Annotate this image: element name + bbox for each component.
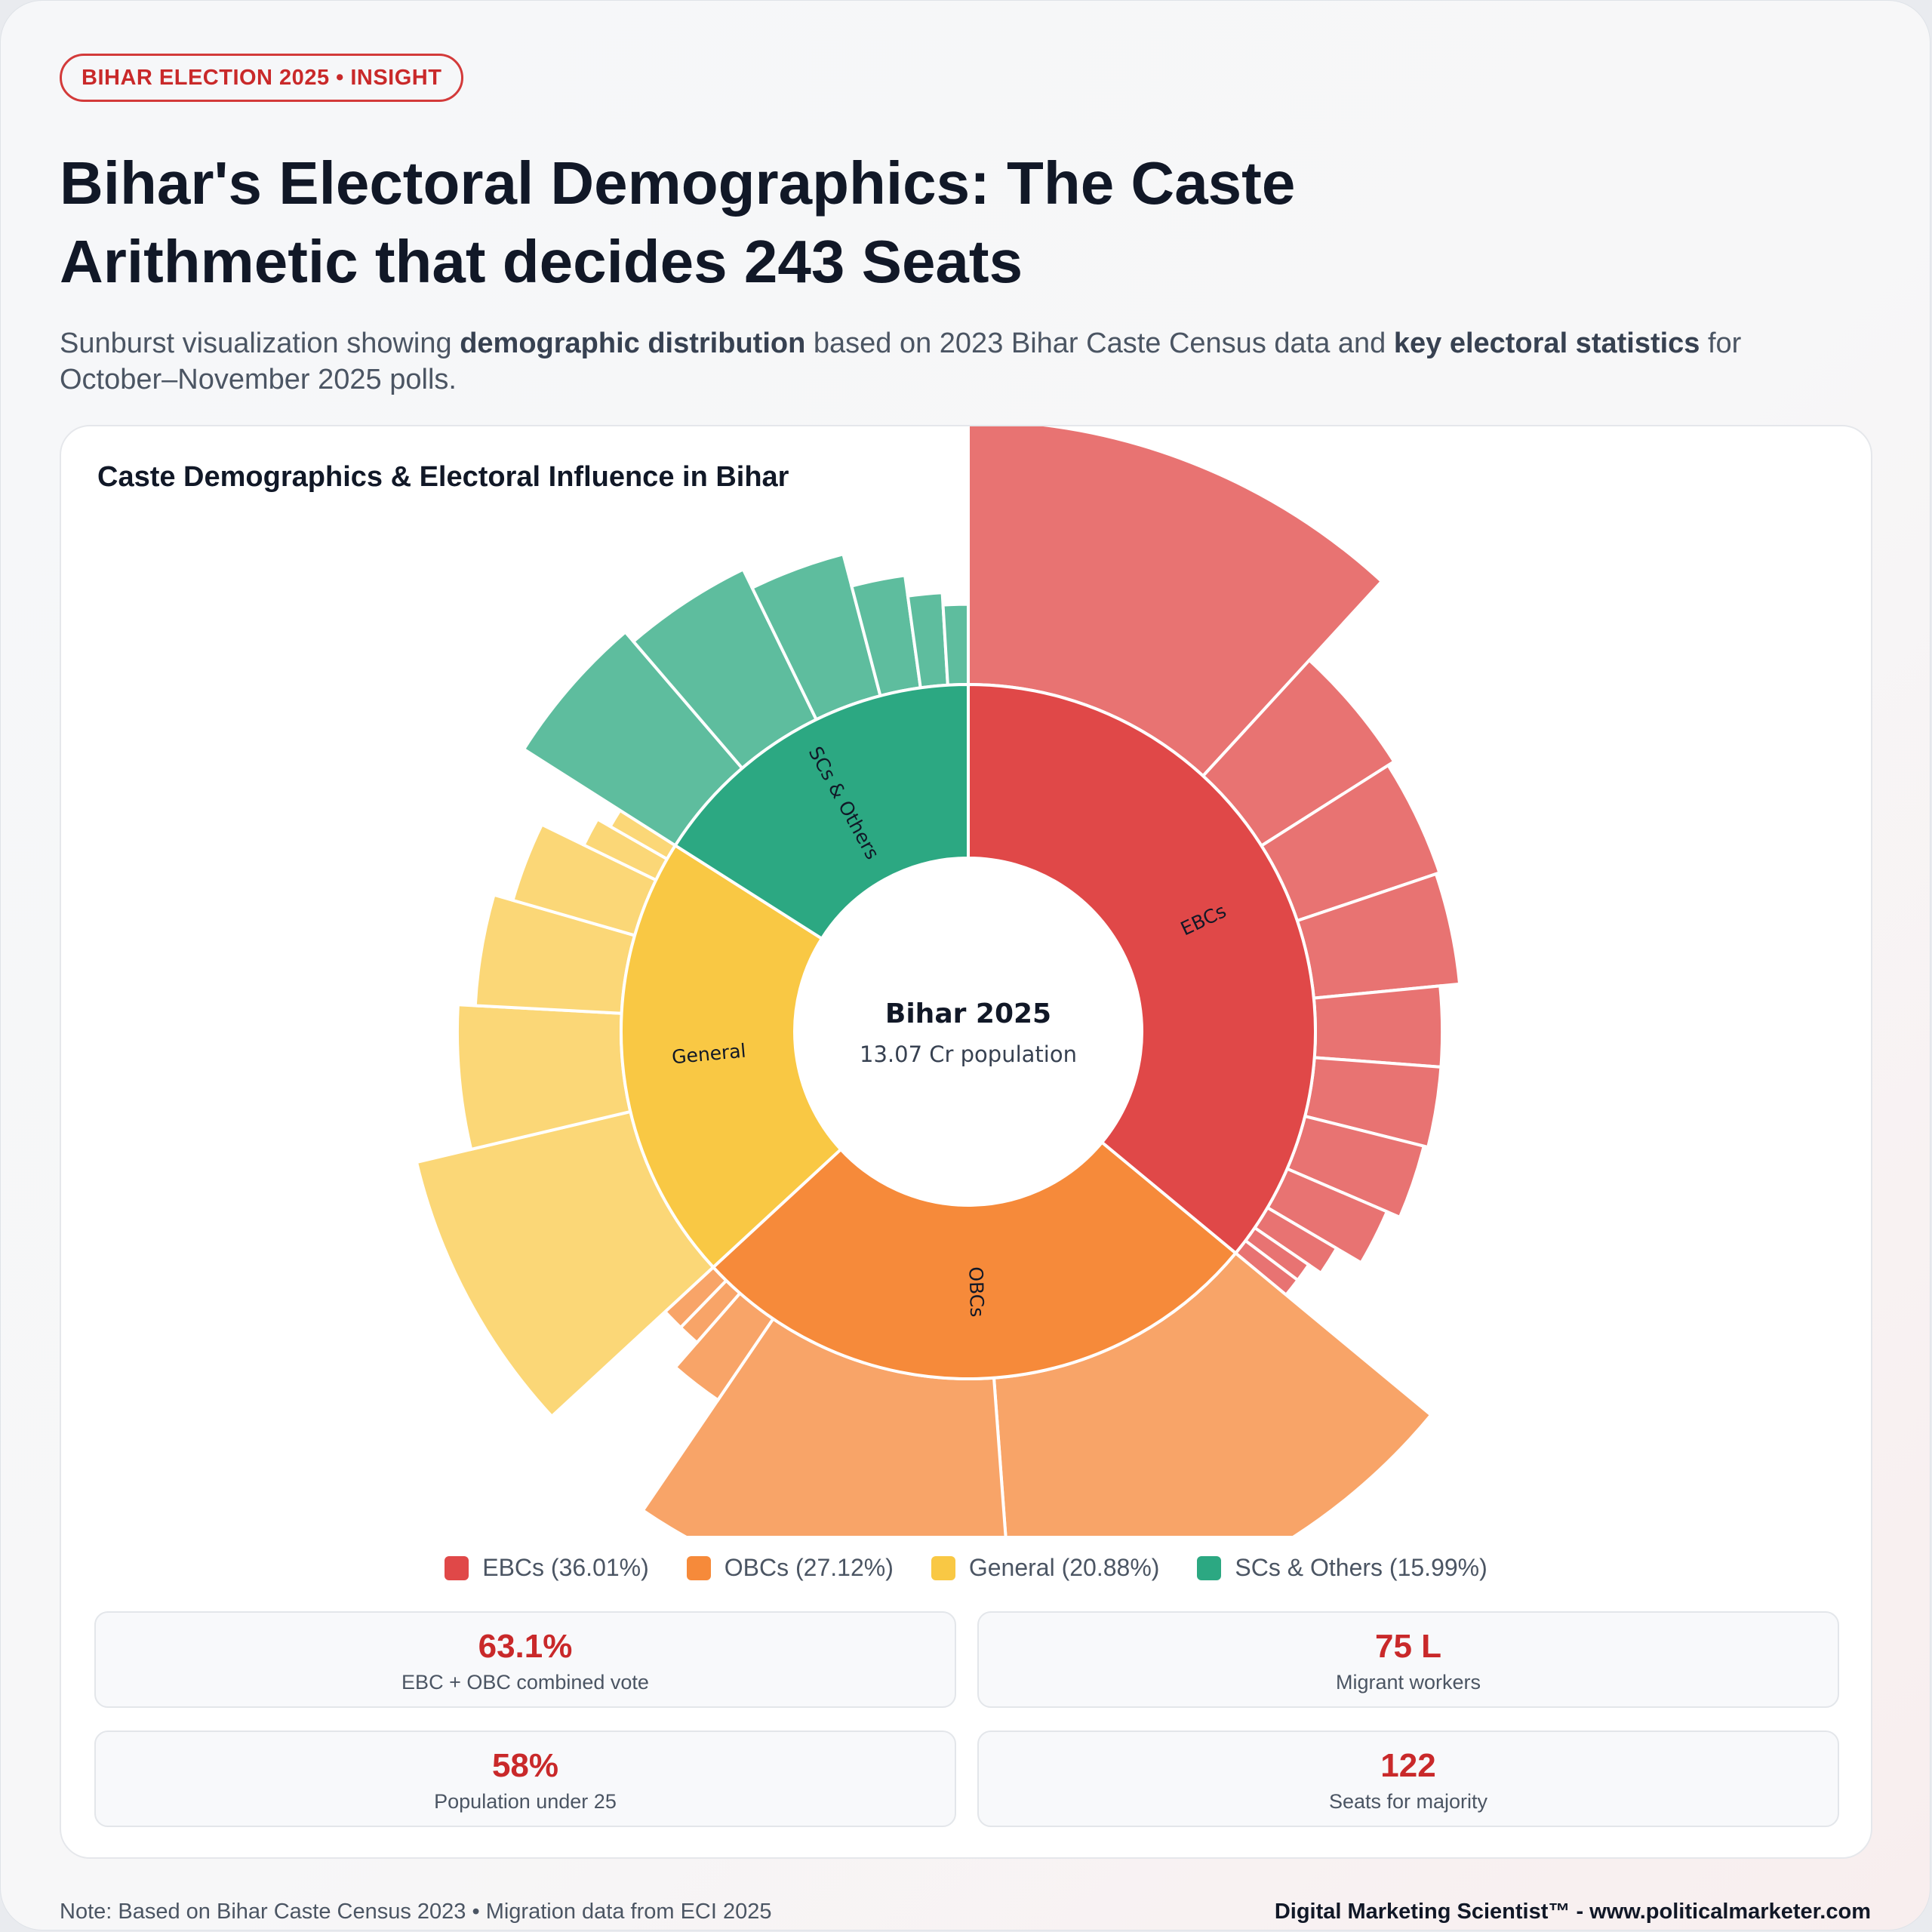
sunburst-segment-scs-others [673, 682, 970, 941]
sunburst-sub-segment-ebcs-5 [1312, 984, 1444, 1069]
stat-label: Migrant workers [1335, 1671, 1481, 1694]
legend-label: EBCs (36.01%) [482, 1554, 649, 1581]
subtitle-text-2: based on 2023 Bihar Caste Census data an… [805, 328, 1394, 359]
stat-label: EBC + OBC combined vote [401, 1671, 649, 1694]
stat-value: 75 L [1374, 1628, 1442, 1665]
stat-value: 122 [1380, 1747, 1436, 1784]
sunburst-label-obcs: OBCs [964, 1266, 988, 1318]
stat-label: Population under 25 [434, 1790, 617, 1813]
subtitle-text-1: Sunburst visualization showing [60, 328, 460, 359]
legend-swatch [1197, 1555, 1222, 1580]
legend-item-scs-others: SCs & Others (15.99%) [1197, 1554, 1487, 1582]
stat-value: 58% [491, 1747, 559, 1784]
subtitle-text-3: for October–November 2025 polls. [60, 328, 1742, 395]
subtitle-bold-2: key electoral statistics [1393, 328, 1700, 359]
legend-swatch [686, 1555, 711, 1580]
legend-item-general: General (20.88%) [931, 1554, 1160, 1582]
sunburst-segment-ebcs [967, 682, 1317, 1256]
legend-item-obcs: OBCs (27.12%) [686, 1554, 894, 1582]
chart-card: Caste Demographics & Electoral Influence… [60, 425, 1872, 1859]
legend-label: SCs & Others (15.99%) [1235, 1554, 1487, 1581]
page-subtitle: Sunburst visualization showing demograph… [60, 325, 1856, 398]
subtitle-bold-1: demographic distribution [460, 328, 806, 359]
legend-label: General (20.88%) [968, 1554, 1160, 1581]
sunburst-segment-general [620, 843, 843, 1269]
legend-label: OBCs (27.12%) [724, 1554, 894, 1581]
chart-legend: EBCs (36.01%) OBCs (27.12%) General (20.88… [61, 1554, 1871, 1582]
stat-label: Seats for majority [1328, 1790, 1488, 1813]
center-label: Bihar 2025 [885, 998, 1051, 1029]
footer-note: Note: Based on Bihar Caste Census 2023 •… [60, 1900, 772, 1924]
title-line-1: Bihar's Electoral Demographics: The Cast… [60, 149, 1296, 217]
stat-value: 63.1% [478, 1628, 573, 1665]
chart-title: Caste Demographics & Electoral Influence… [97, 461, 789, 493]
legend-item-ebcs: EBCs (36.01%) [445, 1554, 649, 1582]
insight-badge: BIHAR ELECTION 2025 • INSIGHT [60, 54, 464, 102]
sunburst-sub-segment-scs-others-6 [941, 602, 970, 687]
stat-card-migrant-workers: 75 L Migrant workers [977, 1611, 1839, 1708]
stat-card-combined-vote: 63.1% EBC + OBC combined vote [94, 1611, 956, 1708]
title-line-2: Arithmetic that decides 243 Seats [60, 228, 1023, 295]
legend-swatch [445, 1555, 469, 1580]
stat-card-population-under-25: 58% Population under 25 [94, 1730, 956, 1827]
page-title: Bihar's Electoral Demographics: The Cast… [60, 144, 1494, 301]
legend-swatch [931, 1555, 955, 1580]
sunburst-segment-obcs [711, 1140, 1238, 1380]
stat-card-seats-majority: 122 Seats for majority [977, 1730, 1839, 1827]
center-sublabel: 13.07 Cr population [860, 1041, 1077, 1067]
footer-brand: Digital Marketing Scientist™ - www.polit… [1274, 1900, 1871, 1924]
